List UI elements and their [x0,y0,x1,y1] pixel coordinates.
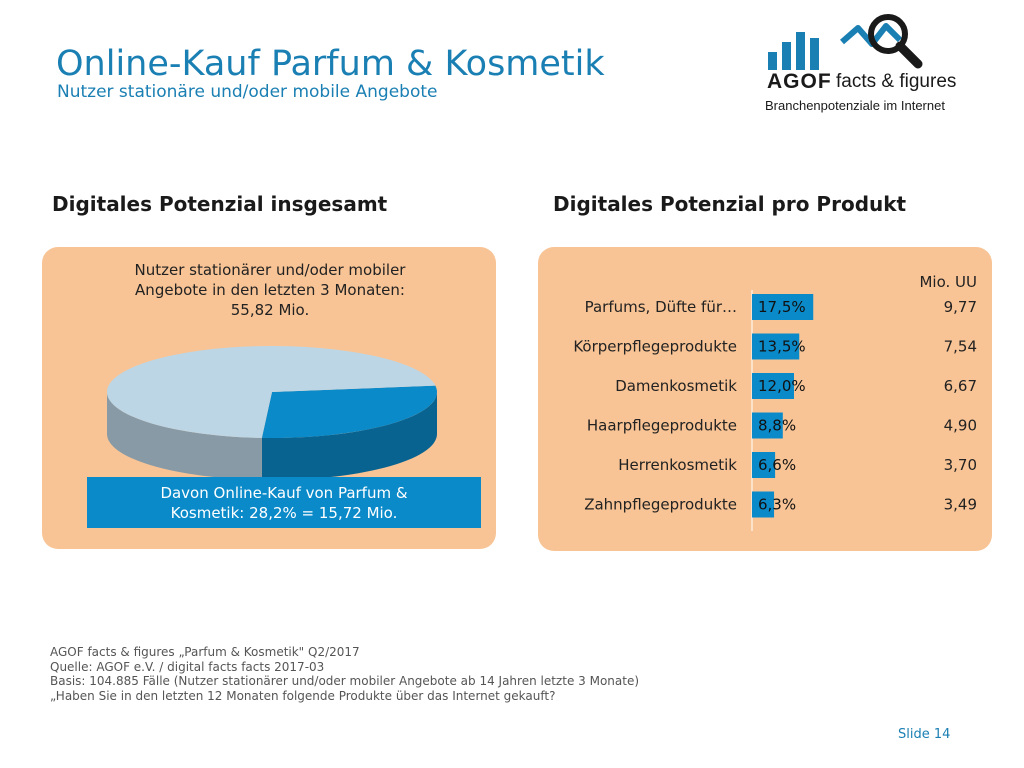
bar-value-label: 8,8% [758,417,796,435]
right-section-heading: Digitales Potenzial pro Produkt [553,192,907,216]
bar-uu-value: 3,49 [944,496,977,514]
online-purchase-line: Kosmetik: 28,2% = 15,72 Mio. [170,504,398,522]
bar-category-label: Körperpflegeprodukte [573,338,737,356]
pie-caption-line: Nutzer stationärer und/oder mobiler [134,261,406,279]
bar-value-label: 13,5% [758,338,806,356]
pie-chart [106,346,437,480]
uu-column-header: Mio. UU [919,273,977,291]
footnote-line: Quelle: AGOF e.V. / digital facts facts … [50,659,325,674]
page-title: Online-Kauf Parfum & Kosmetik [56,44,605,84]
footnote-line: Basis: 104.885 Fälle (Nutzer stationärer… [50,674,640,688]
bar-value-label: 12,0% [758,377,806,395]
bar [752,491,775,518]
bar-category-label: Zahnpflegeprodukte [584,496,737,514]
bar-value-label: 17,5% [758,298,806,316]
source-footnote: AGOF facts & figures „Parfum & Kosmetik"… [50,645,639,703]
bar-category-label: Herrenkosmetik [618,456,737,474]
pie-slice-side [261,392,437,480]
left-section-heading: Digitales Potenzial insgesamt [52,192,388,216]
bar [752,412,783,439]
slide-number: Slide 14 [898,727,951,742]
bar-uu-value: 4,90 [944,417,977,435]
bar [752,333,800,360]
footnote-line: „Haben Sie in den letzten 12 Monaten fol… [50,688,556,703]
bar-value-label: 6,6% [758,456,796,474]
bar-category-label: Parfums, Düfte für… [585,298,737,316]
pie-caption-line: Angebote in den letzten 3 Monaten: [135,281,405,299]
logo-brand: AGOF [767,70,832,93]
bar-chart: Mio. UU Parfums, Düfte für… 17,5% 9,77 Körpe… [573,273,977,531]
bar [752,294,814,320]
bar [752,373,794,399]
bar-category-label: Haarpflegeprodukte [587,417,737,435]
bar-uu-value: 6,67 [944,377,977,395]
page-subtitle: Nutzer stationäre und/oder mobile Angebo… [57,82,438,102]
bar-value-label: 6,3% [758,496,796,514]
bar-uu-value: 3,70 [944,456,977,474]
pie-slice-online-purchase [261,385,437,438]
bar [752,452,776,478]
bar-uu-value: 7,54 [944,338,977,356]
logo-product: facts & figures [836,71,957,92]
footnote-line: AGOF facts & figures „Parfum & Kosmetik"… [50,645,360,659]
pie-slice-other-users [106,346,436,438]
online-purchase-box: Davon Online-Kauf von Parfum & Kosmetik:… [87,477,481,528]
online-purchase-line: Davon Online-Kauf von Parfum & [160,484,408,502]
agof-logo: AGOF facts & figures Branchenpotenziale … [764,14,964,114]
logo-tagline: Branchenpotenziale im Internet [765,98,945,113]
pie-slice-side [107,392,262,480]
logo-chart-icon [768,14,923,70]
bar-uu-value: 9,77 [944,298,977,316]
bar-category-label: Damenkosmetik [615,377,737,395]
pie-caption-line: 55,82 Mio. [230,301,310,319]
pie-caption: Nutzer stationärer und/oder mobiler Ange… [100,260,440,320]
